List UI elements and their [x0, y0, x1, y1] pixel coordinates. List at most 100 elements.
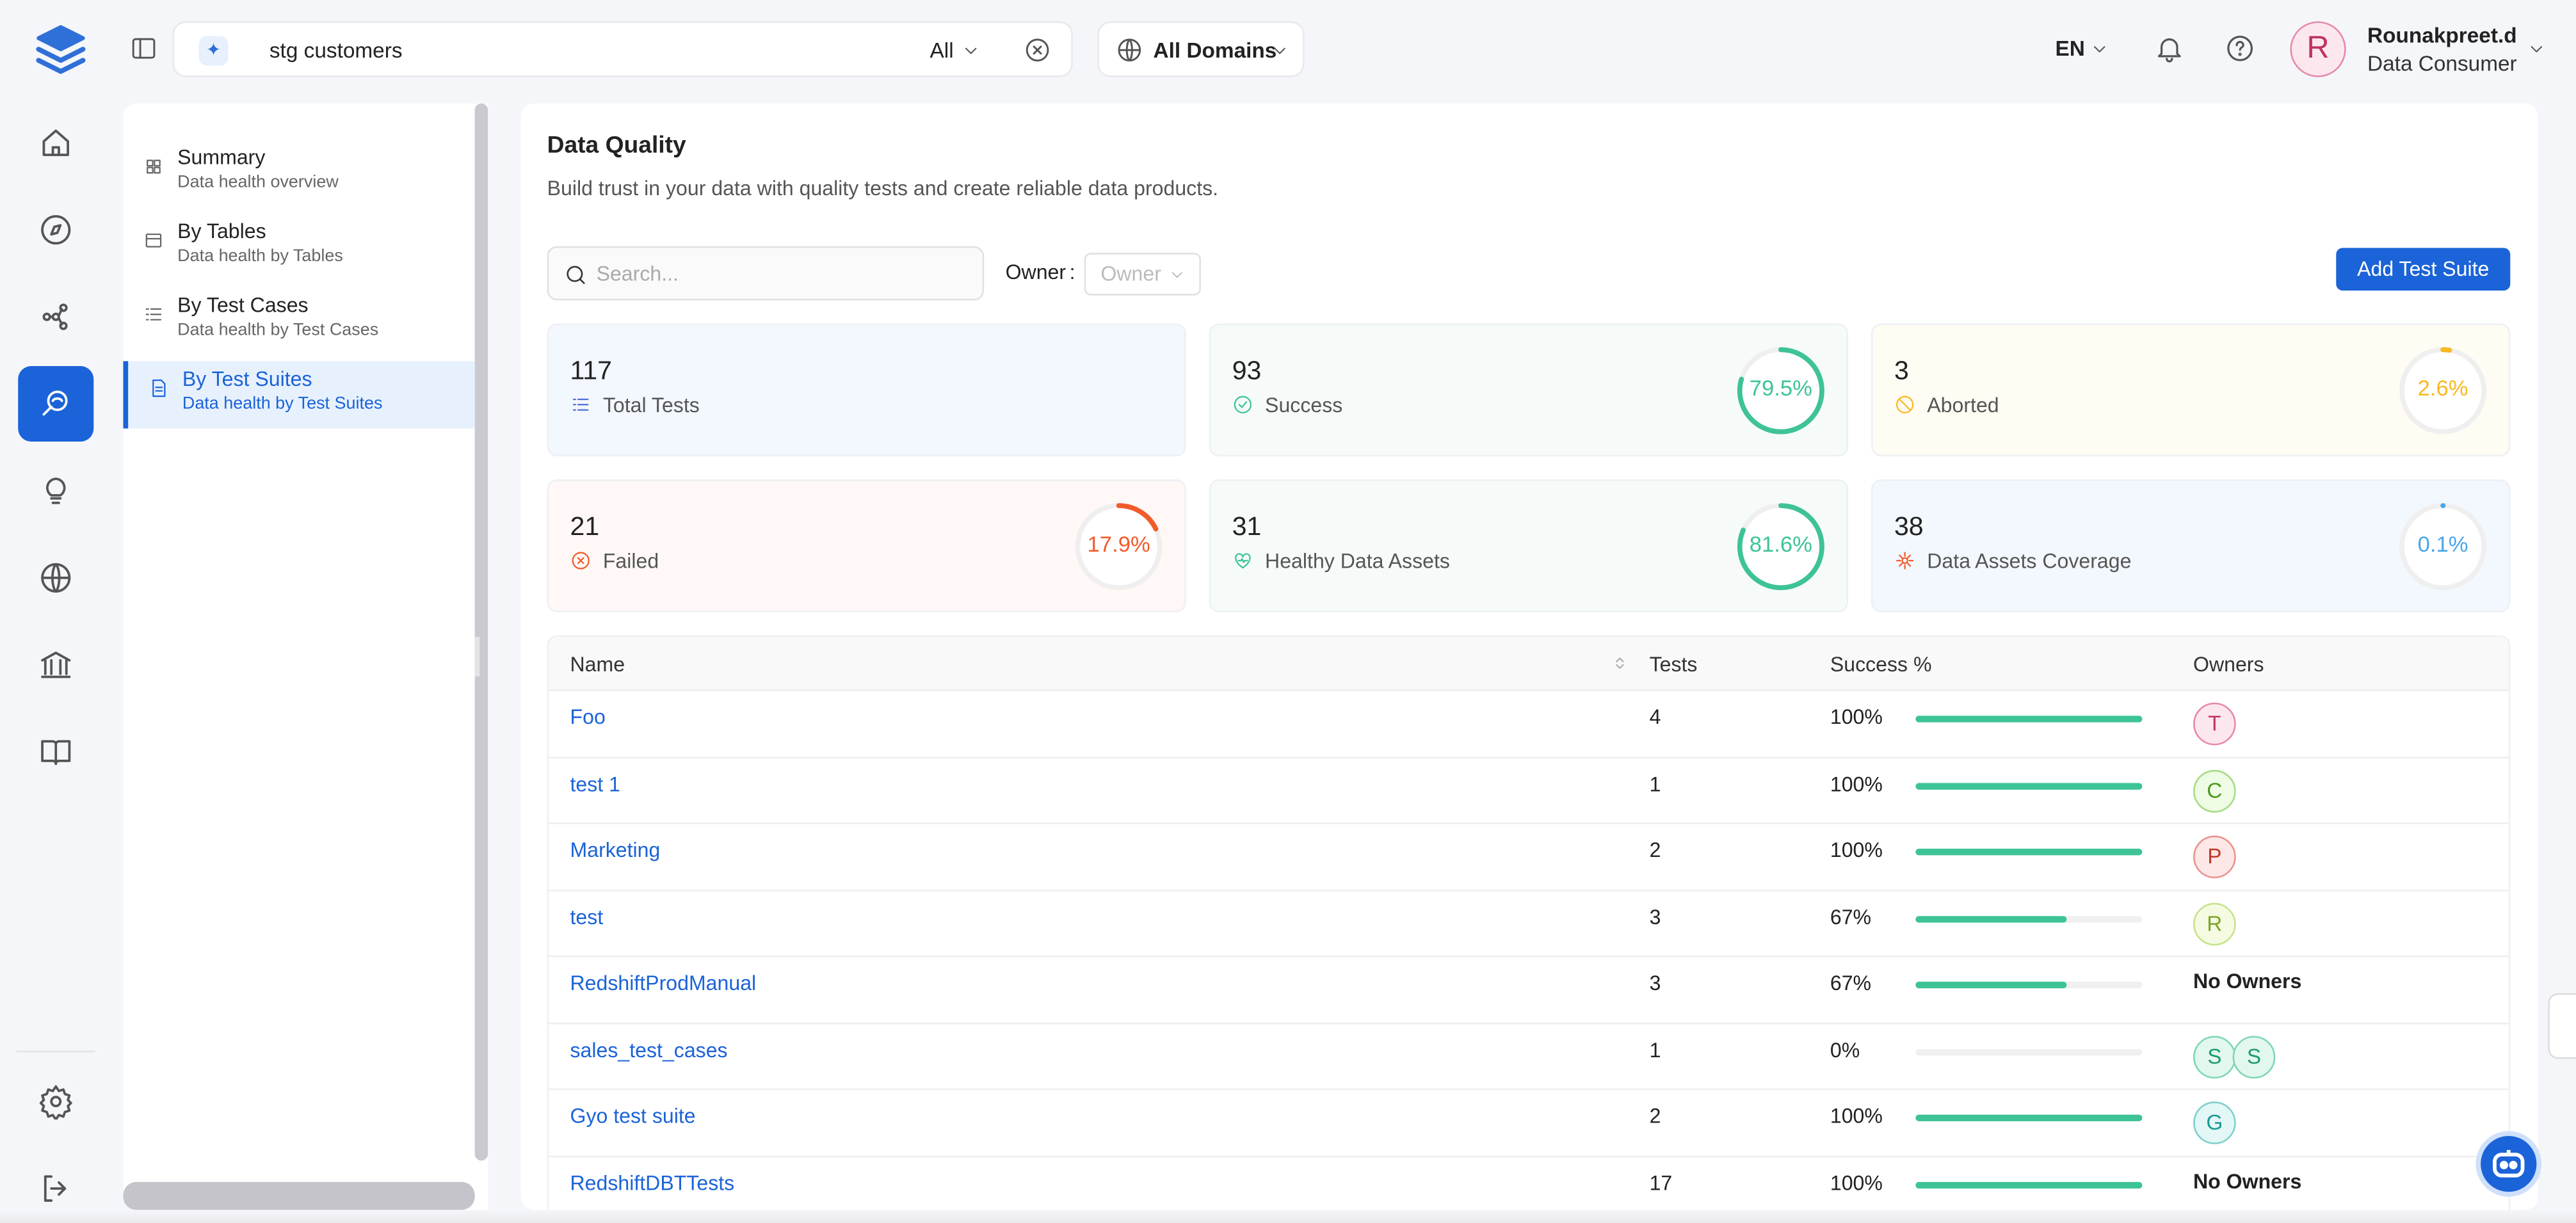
search-filter[interactable]: All: [930, 37, 954, 63]
nav-item[interactable]: [38, 212, 74, 248]
domain-select[interactable]: All Domains: [1097, 21, 1305, 77]
suite-name[interactable]: Marketing: [570, 838, 661, 862]
side-tab[interactable]: [2548, 993, 2576, 1059]
success-bar: [1915, 782, 2143, 789]
icon-part: [41, 651, 71, 678]
owner-avatar[interactable]: G: [2193, 1101, 2236, 1144]
icon-part: [1616, 657, 1624, 669]
icon-part: [577, 557, 584, 564]
success-track: [1915, 981, 2143, 989]
success-label: 100%: [1830, 705, 1883, 729]
icon-part: [2227, 35, 2253, 61]
nav-item[interactable]: [38, 125, 74, 161]
table-row: Gyo test suite 2 100% G: [549, 1090, 2509, 1157]
stat-ring: 79.5%: [1735, 345, 1827, 437]
clear-search[interactable]: [1024, 36, 1052, 64]
suite-name[interactable]: RedshiftProdManual: [570, 971, 757, 995]
suite-name[interactable]: RedshiftDBTTests: [570, 1171, 735, 1195]
nav-item[interactable]: [38, 647, 74, 683]
nav-item[interactable]: [38, 299, 74, 335]
sidebar-title: By Tables: [177, 220, 266, 243]
ai-badge: ✦: [198, 36, 229, 66]
success-track: [1915, 915, 2143, 922]
logo[interactable]: [31, 20, 90, 79]
owner-colon: :: [1069, 260, 1075, 284]
icon-part: [2235, 40, 2244, 51]
sidebar-item[interactable]: By Test Cases Data health by Test Cases: [123, 287, 474, 355]
nav-item[interactable]: [38, 560, 74, 596]
user-chevron: [2527, 40, 2547, 60]
global-search[interactable]: ✦ stg customers All: [172, 21, 1073, 77]
notifications[interactable]: [2153, 33, 2185, 64]
stat-card: 117 Total Tests: [547, 323, 1186, 457]
success-bar: [1915, 849, 2143, 856]
suite-name[interactable]: test: [570, 905, 604, 929]
icon-part: [39, 1085, 72, 1120]
stat-ring: 17.9%: [1073, 500, 1165, 593]
icon-part: [1171, 272, 1182, 278]
icon-part: [42, 303, 68, 330]
icon-part: [2531, 46, 2543, 52]
sidebar-item[interactable]: Summary Data health overview: [123, 140, 474, 207]
search-input[interactable]: stg customers: [269, 37, 403, 63]
icon-part: [567, 266, 583, 282]
owner-avatar[interactable]: P: [2193, 835, 2236, 879]
icon-part: [145, 308, 162, 321]
sidebar-icon: [143, 230, 164, 251]
test-count: 1: [1649, 1038, 1661, 1062]
sort-icon[interactable]: [1610, 653, 1630, 673]
stat-icon: [1232, 550, 1253, 571]
test-count: 3: [1649, 905, 1661, 929]
icon-part: [145, 233, 162, 248]
nav-item[interactable]: [38, 473, 74, 509]
icon-part: [154, 159, 161, 167]
table-row: RedshiftDBTTests 17 100% No Owners: [549, 1156, 2509, 1210]
stat-card: 21 Failed 17.9%: [547, 479, 1186, 612]
owner-avatar[interactable]: T: [2193, 702, 2236, 746]
icon-part: [145, 308, 162, 321]
column-header[interactable]: Name: [570, 653, 625, 676]
stat-label: Failed: [602, 550, 659, 573]
owner-avatar[interactable]: C: [2193, 769, 2236, 812]
icon-part: [1896, 396, 1914, 413]
icon-part: [46, 477, 66, 504]
sidebar-icon: [143, 156, 164, 177]
owner-avatar[interactable]: S: [2232, 1035, 2276, 1078]
suite-name[interactable]: sales_test_cases: [570, 1038, 728, 1062]
sidebar-item[interactable]: By Tables Data health by Tables: [123, 213, 474, 280]
success-label: 67%: [1830, 971, 1872, 995]
suite-name[interactable]: Gyo test suite: [570, 1105, 696, 1128]
add-test-suite-button[interactable]: Add Test Suite: [2336, 248, 2511, 291]
owner-avatar[interactable]: S: [2193, 1035, 2236, 1078]
ring-label: 17.9%: [1087, 532, 1150, 557]
icon-part: [42, 405, 53, 416]
success-label: 67%: [1830, 905, 1872, 929]
user-avatar[interactable]: R: [2290, 21, 2346, 77]
chatbot-button[interactable]: [2475, 1131, 2542, 1197]
test-count: 3: [1649, 971, 1661, 995]
icon-part: [1026, 38, 1049, 62]
sidebar-title: Summary: [177, 146, 266, 170]
nav-logout[interactable]: [38, 1171, 74, 1206]
owner-select[interactable]: Owner: [1084, 253, 1201, 296]
nav-settings[interactable]: [38, 1083, 74, 1120]
suite-search[interactable]: Search...: [547, 246, 985, 301]
globe-icon: [1116, 36, 1144, 64]
sidebar-toggle[interactable]: [130, 35, 158, 63]
sidebar-item[interactable]: By Test Suites Data health by Test Suites: [123, 361, 475, 429]
success-bar: [1915, 915, 2068, 922]
icon-part: [2399, 347, 2487, 435]
success-label: 100%: [1830, 772, 1883, 795]
nav-item[interactable]: [38, 734, 74, 770]
owner-avatar[interactable]: R: [2193, 902, 2236, 945]
suite-name[interactable]: Foo: [570, 705, 606, 729]
sidebar-scrollbar: [474, 103, 488, 1161]
suite-name[interactable]: test 1: [570, 772, 620, 795]
help[interactable]: [2225, 33, 2256, 64]
stat-icon: [570, 550, 592, 571]
ring-arc: [1737, 347, 1824, 435]
nav-item[interactable]: [38, 386, 74, 422]
icon-part: [2531, 46, 2543, 52]
language[interactable]: EN: [2055, 36, 2085, 61]
